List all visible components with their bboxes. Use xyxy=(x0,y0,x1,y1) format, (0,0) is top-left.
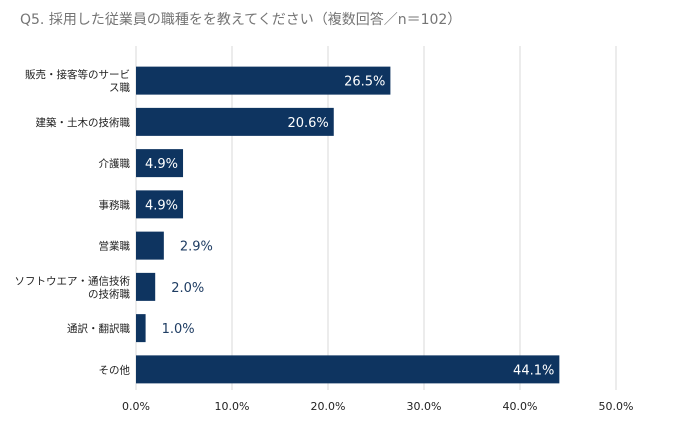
x-tick-label: 50.0% xyxy=(599,400,634,413)
category-label: 販売・接客等のサービ xyxy=(25,68,130,81)
category-label: 通訳・翻訳職 xyxy=(67,322,130,335)
chart-title: Q5. 採用した従業員の職種をを教えてください（複数回答／n＝102） xyxy=(20,12,462,28)
data-label: 4.9% xyxy=(145,157,178,172)
bar xyxy=(136,272,156,301)
bar xyxy=(136,314,146,343)
bar xyxy=(136,355,560,384)
data-label: 1.0% xyxy=(162,322,195,337)
category-label: 営業職 xyxy=(99,240,131,253)
bar xyxy=(136,190,184,219)
x-tick-label: 20.0% xyxy=(311,400,346,413)
category-label: の技術職 xyxy=(88,287,130,300)
category-label: ス職 xyxy=(109,82,130,94)
category-label: 介護職 xyxy=(99,157,131,170)
x-tick-label: 30.0% xyxy=(407,400,442,413)
category-label: その他 xyxy=(99,363,131,376)
data-label: 26.5% xyxy=(344,75,385,90)
data-label: 44.1% xyxy=(513,363,554,378)
bar xyxy=(136,231,164,260)
bar xyxy=(136,149,184,178)
x-tick-label: 10.0% xyxy=(215,400,250,413)
data-label: 2.0% xyxy=(171,281,204,296)
bar xyxy=(136,107,334,136)
data-label: 20.6% xyxy=(287,116,328,131)
x-tick-label: 0.0% xyxy=(122,400,150,413)
category-label: 事務職 xyxy=(99,198,131,211)
x-tick-label: 40.0% xyxy=(503,400,538,413)
data-label: 4.9% xyxy=(145,198,178,213)
category-label: 建築・土木の技術職 xyxy=(36,116,131,129)
bar xyxy=(136,66,391,95)
category-label: ソフトウエア・通信技術 xyxy=(15,274,131,287)
data-label: 2.9% xyxy=(180,240,213,255)
